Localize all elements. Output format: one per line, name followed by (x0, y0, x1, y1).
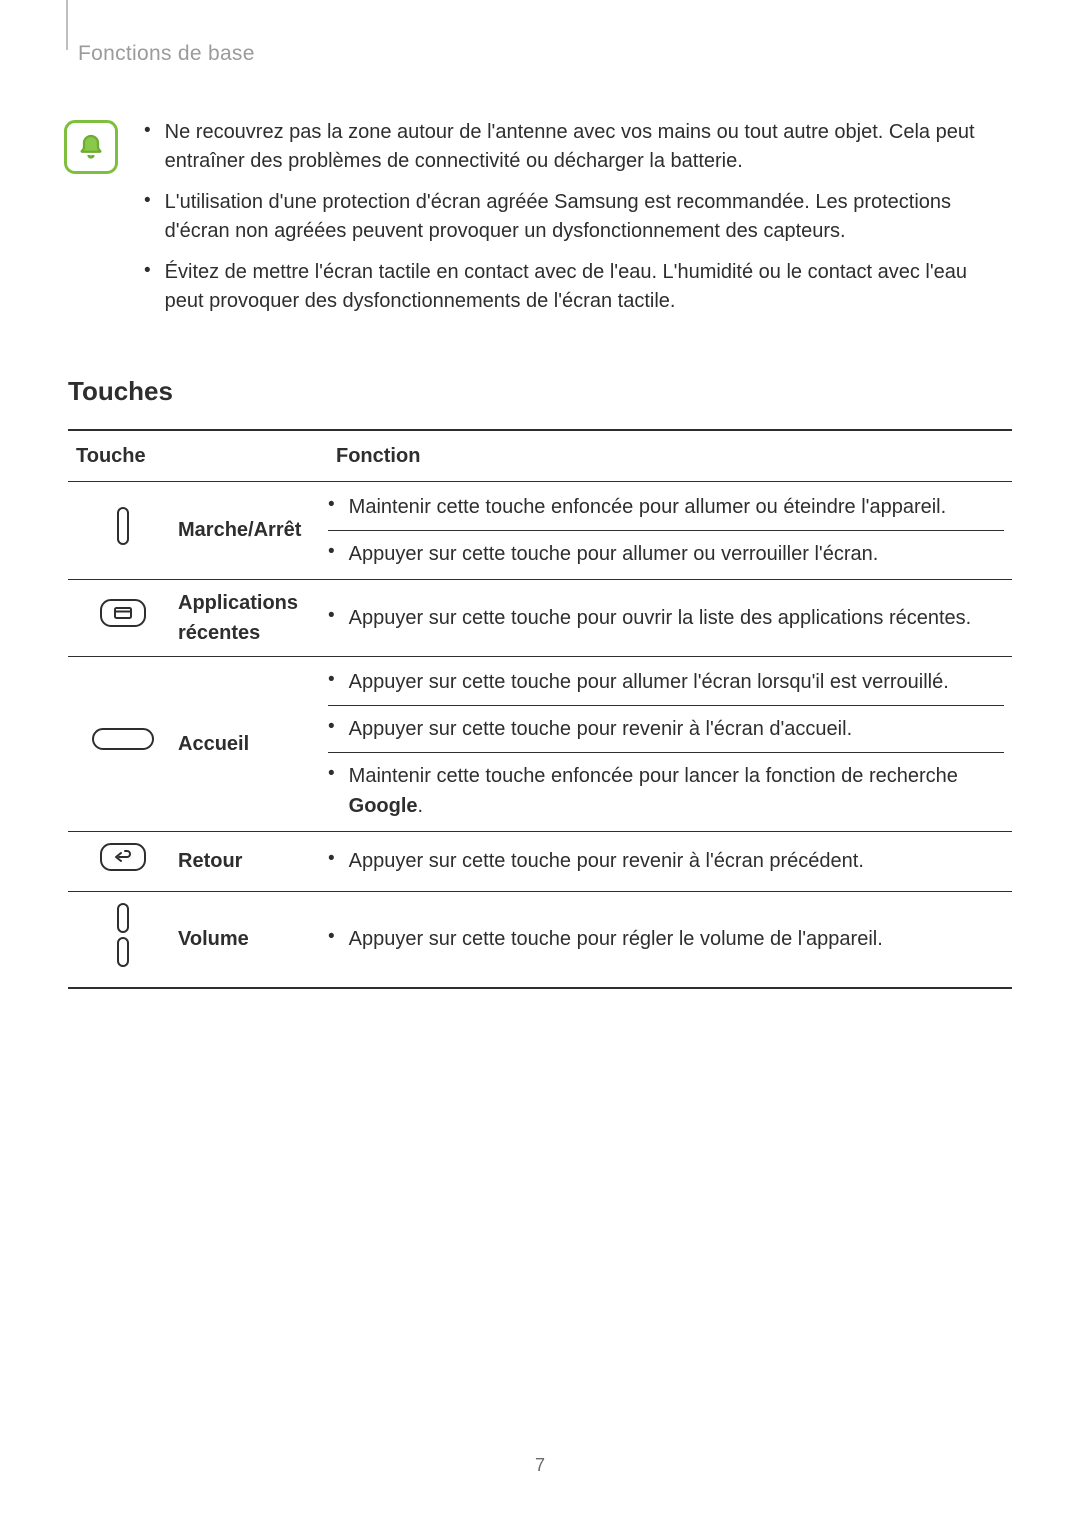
page: Fonctions de base • Ne recouvrez pas la … (0, 0, 1080, 1527)
table-row: Applications récentes • Appuyer sur cett… (68, 579, 1012, 656)
power-key-icon (68, 481, 178, 579)
table-row: Marche/Arrêt • Maintenir cette touche en… (68, 481, 1012, 579)
table-header-touche: Touche (68, 430, 328, 482)
section-title: Touches (68, 372, 1012, 411)
bullet-dot-icon: • (328, 846, 335, 876)
key-functions: • Appuyer sur cette touche pour régler l… (328, 891, 1012, 988)
list-item: • Appuyer sur cette touche pour allumer … (328, 530, 1004, 573)
bullet-dot-icon: • (144, 258, 151, 316)
info-callout: • Ne recouvrez pas la zone autour de l'a… (62, 118, 1012, 328)
table-row: Retour • Appuyer sur cette touche pour r… (68, 831, 1012, 891)
key-label: Accueil (178, 656, 328, 831)
key-label: Applications récentes (178, 579, 328, 656)
content-area: Fonctions de base • Ne recouvrez pas la … (68, 38, 1012, 989)
callout-item: • Ne recouvrez pas la zone autour de l'a… (144, 118, 1002, 176)
function-text-pre: Maintenir cette touche enfoncée pour lan… (349, 765, 958, 787)
bullet-dot-icon: • (328, 603, 335, 633)
bullet-dot-icon: • (328, 714, 335, 744)
key-functions: • Maintenir cette touche enfoncée pour a… (328, 481, 1012, 579)
bullet-dot-icon: • (144, 118, 151, 176)
bullet-dot-icon: • (328, 924, 335, 954)
key-label: Retour (178, 831, 328, 891)
function-text: Appuyer sur cette touche pour régler le … (349, 924, 1004, 954)
function-text: Appuyer sur cette touche pour allumer l'… (349, 667, 1004, 697)
page-number: 7 (0, 1452, 1080, 1479)
bullet-dot-icon: • (328, 761, 335, 821)
key-functions: • Appuyer sur cette touche pour revenir … (328, 831, 1012, 891)
table-row: Accueil • Appuyer sur cette touche pour … (68, 656, 1012, 831)
list-item: • Appuyer sur cette touche pour allumer … (328, 663, 1004, 701)
bullet-dot-icon: • (328, 667, 335, 697)
list-item: • Appuyer sur cette touche pour régler l… (328, 920, 1004, 958)
callout-text: Évitez de mettre l'écran tactile en cont… (165, 258, 1002, 316)
key-label: Marche/Arrêt (178, 481, 328, 579)
back-key-icon (68, 831, 178, 891)
callout-item: • L'utilisation d'une protection d'écran… (144, 188, 1002, 246)
bell-icon (64, 120, 118, 174)
callout-text: L'utilisation d'une protection d'écran a… (165, 188, 1002, 246)
table-row: Volume • Appuyer sur cette touche pour r… (68, 891, 1012, 988)
function-text-post: . (418, 795, 424, 817)
list-item: • Appuyer sur cette touche pour revenir … (328, 842, 1004, 880)
volume-key-icon (68, 891, 178, 988)
function-text: Maintenir cette touche enfoncée pour all… (349, 492, 1004, 522)
bullet-dot-icon: • (144, 188, 151, 246)
key-functions: • Appuyer sur cette touche pour allumer … (328, 656, 1012, 831)
list-item: • Maintenir cette touche enfoncée pour a… (328, 488, 1004, 526)
list-item: • Appuyer sur cette touche pour ouvrir l… (328, 599, 1004, 637)
key-functions: • Appuyer sur cette touche pour ouvrir l… (328, 579, 1012, 656)
function-text-bold: Google (349, 795, 418, 817)
key-label: Volume (178, 891, 328, 988)
function-text: Appuyer sur cette touche pour revenir à … (349, 846, 1004, 876)
list-item: • Appuyer sur cette touche pour revenir … (328, 705, 1004, 748)
callout-list: • Ne recouvrez pas la zone autour de l'a… (144, 118, 1012, 328)
list-item: • Maintenir cette touche enfoncée pour l… (328, 752, 1004, 825)
function-text: Appuyer sur cette touche pour revenir à … (349, 714, 1004, 744)
keys-table: Touche Fonction Marche/Arrêt (68, 429, 1012, 989)
bullet-dot-icon: • (328, 539, 335, 569)
bullet-dot-icon: • (328, 492, 335, 522)
recent-apps-key-icon (68, 579, 178, 656)
function-text: Appuyer sur cette touche pour ouvrir la … (349, 603, 1004, 633)
table-header-fonction: Fonction (328, 430, 1012, 482)
callout-item: • Évitez de mettre l'écran tactile en co… (144, 258, 1002, 316)
callout-icon-cell (62, 118, 120, 174)
function-text: Appuyer sur cette touche pour allumer ou… (349, 539, 1004, 569)
function-text: Maintenir cette touche enfoncée pour lan… (349, 761, 1004, 821)
callout-text: Ne recouvrez pas la zone autour de l'ant… (165, 118, 1002, 176)
breadcrumb: Fonctions de base (78, 38, 1012, 70)
home-key-icon (68, 656, 178, 831)
